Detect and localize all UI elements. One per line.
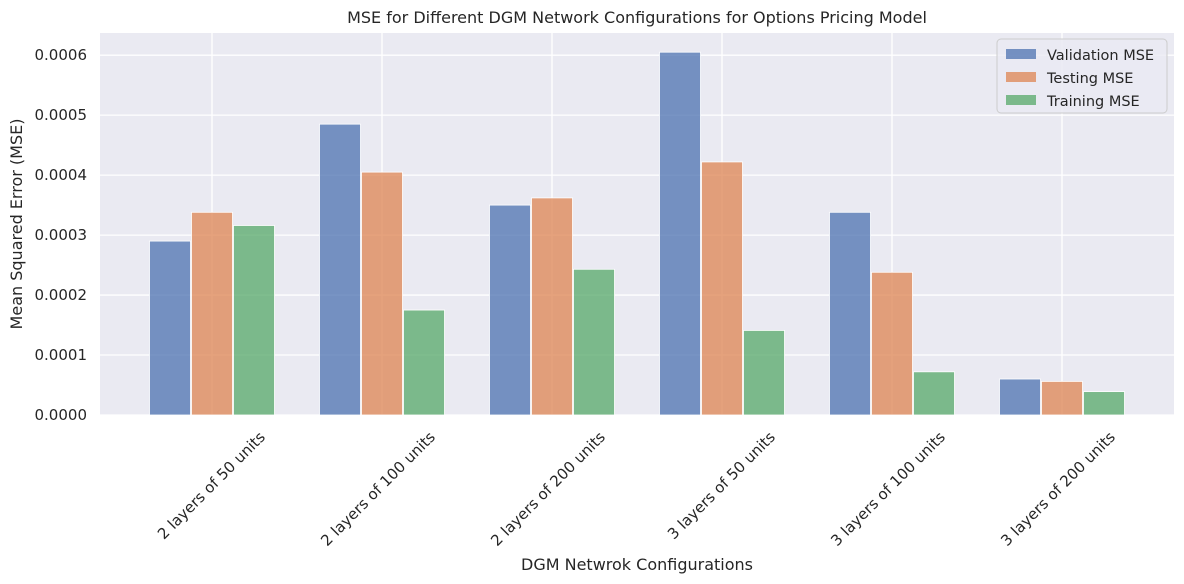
y-axis-label: Mean Squared Error (MSE) <box>7 119 26 330</box>
x-tick-label: 3 layers of 200 units <box>997 428 1119 550</box>
bar <box>573 268 615 416</box>
bar <box>361 171 403 416</box>
legend: Validation MSE Testing MSE Training MSE <box>996 38 1168 114</box>
bar <box>999 378 1041 416</box>
bar <box>489 204 531 416</box>
bar <box>403 309 445 416</box>
bar <box>871 271 913 416</box>
x-tick-label: 3 layers of 50 units <box>664 428 779 543</box>
bar <box>743 330 785 416</box>
y-tick-label: 0.0004 <box>35 166 88 184</box>
legend-label: Validation MSE <box>1047 48 1154 64</box>
legend-label: Training MSE <box>1046 94 1140 110</box>
plot-area <box>100 33 1174 415</box>
y-tick-label: 0.0006 <box>35 46 88 64</box>
y-tick-label: 0.0002 <box>35 286 88 304</box>
bar <box>149 240 191 416</box>
x-tick-label: 2 layers of 200 units <box>487 428 609 550</box>
bar <box>1041 381 1083 416</box>
y-tick-label: 0.0000 <box>35 406 88 424</box>
chart-title: MSE for Different DGM Network Configurat… <box>347 8 927 27</box>
bar <box>191 211 233 416</box>
bar <box>531 197 573 416</box>
legend-swatch <box>1006 72 1036 82</box>
bar <box>233 225 275 416</box>
bar <box>659 51 701 416</box>
y-axis-ticks: 0.0000 0.0001 0.0002 0.0003 0.0004 0.0005 0.00… <box>35 46 88 424</box>
bars <box>149 51 1125 416</box>
y-tick-label: 0.0005 <box>35 106 88 124</box>
y-tick-label: 0.0003 <box>35 226 88 244</box>
x-tick-label: 3 layers of 100 units <box>827 428 949 550</box>
x-tick-label: 2 layers of 100 units <box>317 428 439 550</box>
bar <box>913 371 955 416</box>
legend-swatch <box>1006 95 1036 105</box>
bar <box>1083 391 1125 416</box>
legend-box <box>996 38 1168 114</box>
bar <box>829 211 871 416</box>
x-axis-label: DGM Netwrok Configurations <box>521 555 753 574</box>
bar <box>319 123 361 416</box>
legend-swatch <box>1006 49 1036 59</box>
y-tick-label: 0.0001 <box>35 346 88 364</box>
bar <box>701 161 743 416</box>
legend-label: Testing MSE <box>1046 71 1133 87</box>
x-tick-label: 2 layers of 50 units <box>154 428 269 543</box>
x-axis-ticks: 2 layers of 50 units 2 layers of 100 unit… <box>154 428 1119 550</box>
